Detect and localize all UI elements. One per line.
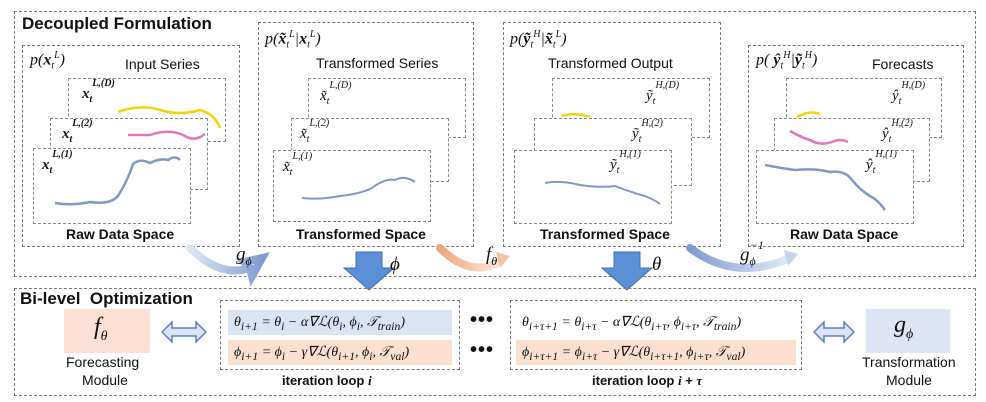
input-series-label-2: xtL,(2) — [62, 118, 93, 145]
bilevel-optimization-title: Bi-level Optimization — [20, 289, 193, 308]
panel-forecasts-label: Forecasts — [872, 56, 934, 72]
forecasts-label-1: ŷtH,(1) — [866, 149, 897, 176]
panel-transformed-expr: p(x̃tL|xtL) — [265, 29, 321, 51]
arrow-label-g-phi: gϕ — [236, 244, 252, 268]
arrow-label-phi: ϕ — [390, 254, 400, 275]
input-series-label-1: xtL,(1) — [42, 149, 73, 176]
loop1-caption: iteration loop i — [282, 373, 372, 388]
panel-input-expr: p(xtL) — [30, 50, 65, 72]
loop2-phi-update: ϕi+τ+1 = ϕi+τ − γ∇ℒ(θi+τ+1, ϕi+τ, 𝒯val) — [516, 340, 796, 365]
panel-transformed-output — [503, 22, 721, 247]
iteration-loop-2-frame — [510, 300, 802, 370]
panel-input-series — [22, 45, 240, 247]
arrow-label-theta: θ — [652, 254, 662, 275]
ellipsis-top: ••• — [470, 309, 495, 331]
transformed-output-label-1: ỹtH,(1) — [610, 149, 641, 176]
forecasting-module-label-2: Module — [82, 372, 128, 388]
forecasting-module-symbol: fθ — [94, 314, 108, 344]
panel-output-expr: p(ỹtH|x̃tL) — [510, 29, 567, 51]
decoupled-formulation-frame — [14, 11, 976, 277]
forecasting-module-label-1: Forecasting — [66, 354, 140, 370]
arrow-label-f-theta: fθ — [486, 244, 498, 268]
panel-output-label: Transformed Output — [548, 55, 673, 71]
arrow-label-g-phi-inv: gϕ−1 — [740, 238, 764, 269]
transformation-module-symbol: gϕ — [894, 312, 914, 342]
bilevel-optimization-frame — [14, 288, 976, 396]
transformed-output-card-1 — [514, 150, 672, 224]
panel-forecasts-expr: p( ŷtH|ỹtH) — [756, 50, 818, 72]
panel-input-label: Input Series — [125, 56, 200, 72]
panel-forecasts — [748, 45, 964, 247]
loop1-phi-update: ϕi+1 = ϕi − γ∇ℒ(θi+1, ϕi, 𝒯val) — [228, 340, 452, 365]
panel-transformed-series — [258, 22, 474, 247]
input-series-label-d: xtL,(D) — [82, 78, 115, 105]
transformed-output-label-d: ỹtH,(D) — [646, 80, 680, 107]
forecasts-label-2: ŷtH,(2) — [882, 118, 913, 145]
transformed-series-label-d: x̃tL,(D) — [320, 80, 352, 107]
panel-output-space: Transformed Space — [540, 226, 670, 242]
panel-transformed-label: Transformed Series — [316, 55, 439, 71]
transformed-series-label-2: x̃tL,(2) — [300, 118, 330, 145]
transformed-series-label-1: x̃tL,(1) — [283, 151, 313, 178]
forecasts-label-d: ŷtH,(D) — [892, 80, 926, 107]
transformation-module-label-1: Transformation — [862, 354, 956, 370]
forecasting-module-box — [64, 309, 150, 353]
loop2-theta-update: θi+τ+1 = θi+τ − α∇ℒ(θi+τ, ϕi+τ, 𝒯train) — [522, 315, 742, 333]
loop1-theta-update: θi+1 = θi − α∇ℒ(θi, ϕi, 𝒯train) — [228, 310, 452, 335]
transformation-module-box — [866, 309, 950, 353]
iteration-loop-1-frame — [220, 300, 460, 370]
transformation-module-label-2: Module — [886, 372, 932, 388]
decoupled-formulation-title: Decoupled Formulation — [22, 14, 212, 33]
transformed-output-label-2: ỹtH,(2) — [632, 118, 663, 145]
loop2-caption: iteration loop i + τ — [592, 373, 703, 388]
ellipsis-bottom: ••• — [470, 339, 495, 361]
panel-transformed-space: Transformed Space — [296, 226, 426, 242]
panel-input-space: Raw Data Space — [66, 226, 175, 242]
panel-forecasts-space: Raw Data Space — [790, 226, 899, 242]
